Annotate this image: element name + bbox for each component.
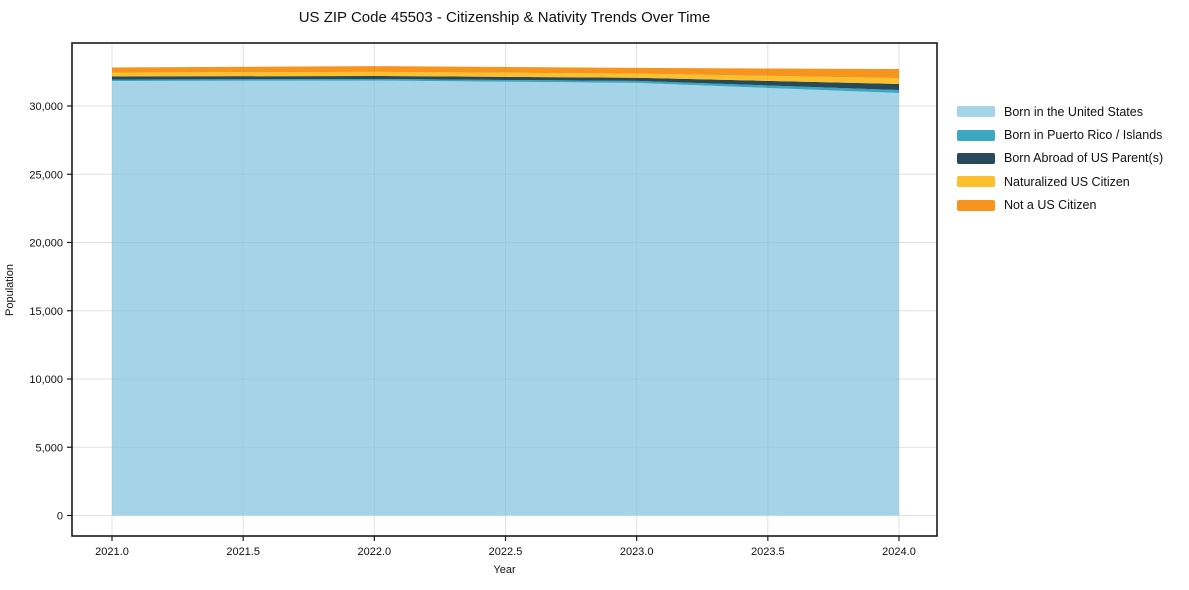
area-series-1 xyxy=(112,78,899,94)
y-tick-label: 20,000 xyxy=(29,238,63,250)
y-tick-label: 5,000 xyxy=(35,442,63,454)
legend-label: Not a US Citizen xyxy=(1004,198,1097,213)
area-series-3 xyxy=(112,71,899,85)
y-tick-label: 30,000 xyxy=(29,101,63,113)
legend-swatch-born-us-icon xyxy=(957,106,995,118)
area-series-0 xyxy=(112,80,899,516)
y-tick-label: 10,000 xyxy=(29,374,63,386)
legend-swatch-born-abroad-icon xyxy=(957,152,995,164)
legend-item: Born in the United States xyxy=(957,100,1163,123)
legend-swatch-not-citizen-icon xyxy=(957,199,995,211)
area-series-4 xyxy=(112,66,899,79)
legend-label: Born in the United States xyxy=(1004,104,1143,119)
legend-swatch-puerto-rico-icon xyxy=(957,129,995,141)
legend-item: Not a US Citizen xyxy=(957,194,1163,217)
x-tick-label: 2023.0 xyxy=(620,546,654,558)
legend-item: Born Abroad of US Parent(s) xyxy=(957,147,1163,170)
legend-swatch-naturalized-icon xyxy=(957,176,995,188)
x-axis-label: Year xyxy=(493,564,516,576)
legend-label: Born in Puerto Rico / Islands xyxy=(1004,128,1163,143)
x-tick-label: 2021.5 xyxy=(226,546,260,558)
x-tick-label: 2021.0 xyxy=(95,546,129,558)
chart-title: US ZIP Code 45503 - Citizenship & Nativi… xyxy=(298,9,711,26)
y-tick-label: 15,000 xyxy=(29,306,63,318)
area-series-2 xyxy=(112,75,899,91)
legend: Born in the United States Born in Puerto… xyxy=(957,100,1163,217)
y-tick-label: 25,000 xyxy=(29,169,63,181)
legend-label: Born Abroad of US Parent(s) xyxy=(1004,151,1164,166)
legend-label: Naturalized US Citizen xyxy=(1004,174,1130,189)
x-tick-label: 2024.0 xyxy=(882,546,916,558)
x-tick-label: 2023.5 xyxy=(751,546,785,558)
y-axis-label: Population xyxy=(4,264,16,316)
x-tick-label: 2022.5 xyxy=(489,546,523,558)
legend-item: Naturalized US Citizen xyxy=(957,170,1163,193)
plot-frame xyxy=(71,42,938,537)
legend-item: Born in Puerto Rico / Islands xyxy=(957,123,1163,146)
x-tick-label: 2022.0 xyxy=(358,546,392,558)
y-tick-label: 0 xyxy=(57,511,63,523)
